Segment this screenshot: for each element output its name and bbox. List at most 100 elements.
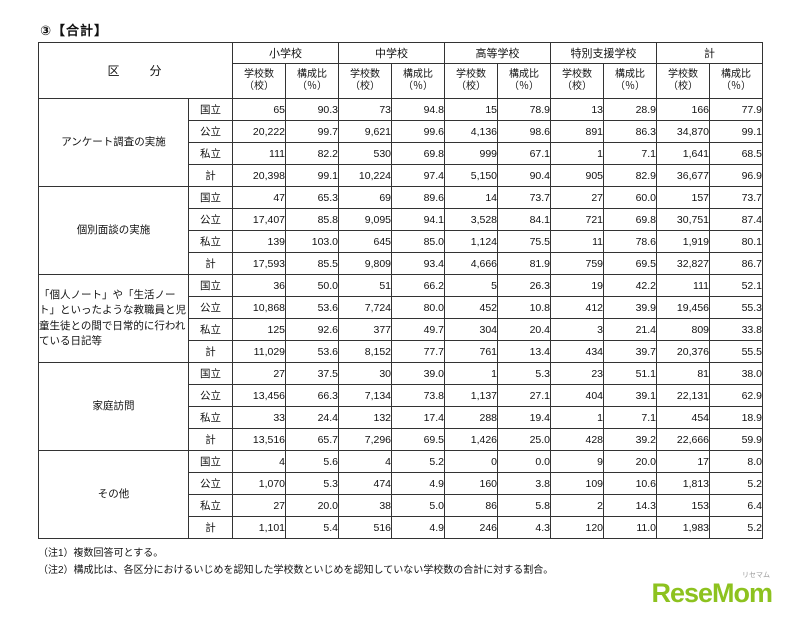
row-subcategory: 私立 — [187, 494, 234, 517]
school-count-cell: 454 — [656, 406, 711, 429]
ratio-cell: 5.2 — [709, 472, 764, 495]
subheader-ratio: 構成比 （％） — [709, 63, 764, 99]
table-row: アンケート調査の実施 国立 65 90.3 73 94.8 15 78.9 13 28.9 166 7… — [38, 98, 764, 187]
school-count-cell: 11 — [550, 230, 605, 253]
ratio-cell: 39.9 — [603, 296, 658, 319]
table-row: 私立 111 82.2 530 69.8 999 67.1 1 7.1 1,641 68.5 — [39, 142, 764, 165]
row-subcategory: 私立 — [187, 230, 234, 253]
school-count-cell: 246 — [444, 516, 499, 539]
school-count-cell: 1 — [550, 406, 605, 429]
subheader-count: 学校数 （校） — [550, 63, 605, 99]
school-count-cell: 27 — [232, 494, 287, 517]
school-count-cell: 452 — [444, 296, 499, 319]
ratio-cell: 49.7 — [391, 318, 446, 341]
school-count-cell: 11,029 — [232, 340, 287, 363]
group-header-elementary: 小学校 — [232, 42, 340, 64]
logo-wordmark: ReseMom — [651, 578, 773, 608]
ratio-cell: 20.0 — [285, 494, 340, 517]
table-row: 公立 1,070 5.3 474 4.9 160 3.8 109 10.6 1,813 5.2 — [39, 472, 764, 495]
ratio-cell: 85.8 — [285, 208, 340, 231]
school-count-cell: 17,407 — [232, 208, 287, 231]
ratio-cell: 60.0 — [603, 186, 658, 209]
table-row: 公立 20,222 99.7 9,621 99.6 4,136 98.6 891 86.3 34,… — [39, 120, 764, 143]
ratio-cell: 85.0 — [391, 230, 446, 253]
school-count-cell: 1 — [550, 142, 605, 165]
school-count-cell: 905 — [550, 164, 605, 187]
ratio-cell: 89.6 — [391, 186, 446, 209]
school-count-cell: 1 — [444, 362, 499, 385]
ratio-cell: 96.9 — [709, 164, 764, 187]
table-row: 公立 10,868 53.6 7,724 80.0 452 10.8 412 39.9 19,45… — [39, 296, 764, 319]
subheader-ratio: 構成比 （％） — [285, 63, 340, 99]
ratio-cell: 67.1 — [497, 142, 552, 165]
school-count-cell: 9 — [550, 450, 605, 473]
school-count-cell: 10,868 — [232, 296, 287, 319]
school-count-cell: 3,528 — [444, 208, 499, 231]
ratio-cell: 24.4 — [285, 406, 340, 429]
row-subcategory: 国立 — [187, 186, 234, 209]
ratio-cell: 55.3 — [709, 296, 764, 319]
row-subcategory: 計 — [187, 164, 234, 187]
school-count-cell: 288 — [444, 406, 499, 429]
subheader-count: 学校数 （校） — [444, 63, 499, 99]
school-count-cell: 434 — [550, 340, 605, 363]
table-row: その他 国立 4 5.6 4 5.2 0 0.0 9 20.0 17 8.0 — [38, 450, 764, 539]
ratio-cell: 99.6 — [391, 120, 446, 143]
logo-katakana-text: リセマム — [742, 572, 770, 579]
header-row-groups: 区 分 小学校 中学校 高等学校 特別支援学校 計 — [37, 42, 764, 99]
ratio-cell: 50.0 — [285, 274, 340, 297]
table-row: 私立 33 24.4 132 17.4 288 19.4 1 7.1 454 18.9 — [39, 406, 764, 429]
row-subcategory: 私立 — [187, 318, 234, 341]
school-count-cell: 22,666 — [656, 428, 711, 451]
school-count-cell: 9,095 — [338, 208, 393, 231]
school-count-cell: 34,870 — [656, 120, 711, 143]
ratio-cell: 11.0 — [603, 516, 658, 539]
ratio-cell: 5.3 — [285, 472, 340, 495]
table-row: 私立 125 92.6 377 49.7 304 20.4 3 21.4 809 33.8 — [39, 318, 764, 341]
school-count-cell: 111 — [232, 142, 287, 165]
ratio-cell: 8.0 — [709, 450, 764, 473]
row-category: その他 — [38, 450, 189, 539]
ratio-cell: 4.9 — [391, 472, 446, 495]
ratio-cell: 66.2 — [391, 274, 446, 297]
row-subcategory: 公立 — [187, 120, 234, 143]
school-count-cell: 13 — [550, 98, 605, 121]
ratio-cell: 10.8 — [497, 296, 552, 319]
school-count-cell: 4 — [232, 450, 287, 473]
subheader-ratio: 構成比 （％） — [603, 63, 658, 99]
row-category: 個別面談の実施 — [38, 186, 189, 275]
ratio-cell: 5.2 — [391, 450, 446, 473]
ratio-cell: 62.9 — [709, 384, 764, 407]
ratio-cell: 93.4 — [391, 252, 446, 275]
ratio-cell: 68.5 — [709, 142, 764, 165]
subheader-count: 学校数 （校） — [338, 63, 393, 99]
group-header-special-support: 特別支援学校 — [550, 42, 658, 64]
row-subcategory: 国立 — [187, 362, 234, 385]
ratio-cell: 20.0 — [603, 450, 658, 473]
ratio-cell: 75.5 — [497, 230, 552, 253]
school-count-cell: 9,621 — [338, 120, 393, 143]
ratio-cell: 10.6 — [603, 472, 658, 495]
school-count-cell: 20,222 — [232, 120, 287, 143]
school-count-cell: 530 — [338, 142, 393, 165]
school-count-cell: 1,919 — [656, 230, 711, 253]
school-count-cell: 1,426 — [444, 428, 499, 451]
ratio-cell: 97.4 — [391, 164, 446, 187]
school-count-cell: 23 — [550, 362, 605, 385]
row-subcategory: 計 — [187, 340, 234, 363]
ratio-cell: 90.3 — [285, 98, 340, 121]
ratio-cell: 5.8 — [497, 494, 552, 517]
school-count-cell: 5 — [444, 274, 499, 297]
school-count-cell: 30 — [338, 362, 393, 385]
subheader-count: 学校数 （校） — [656, 63, 711, 99]
ratio-cell: 4.3 — [497, 516, 552, 539]
school-count-cell: 111 — [656, 274, 711, 297]
row-subcategory: 国立 — [187, 274, 234, 297]
notes: （注1）複数回答可とする。 （注2）構成比は、各区分におけるいじめを認知した学校… — [38, 546, 553, 579]
school-count-cell: 4,666 — [444, 252, 499, 275]
school-count-cell: 33 — [232, 406, 287, 429]
ratio-cell: 55.5 — [709, 340, 764, 363]
school-count-cell: 19,456 — [656, 296, 711, 319]
school-count-cell: 1,137 — [444, 384, 499, 407]
ratio-cell: 39.2 — [603, 428, 658, 451]
